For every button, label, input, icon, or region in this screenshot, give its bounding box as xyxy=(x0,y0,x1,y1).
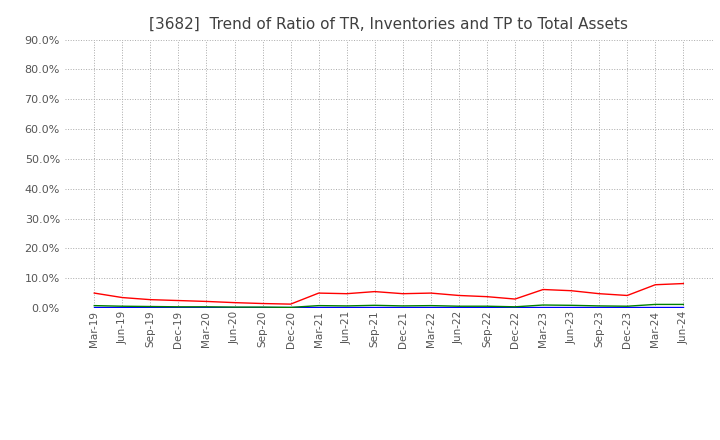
Trade Receivables xyxy=(651,282,660,287)
Trade Payables xyxy=(118,304,127,309)
Trade Payables xyxy=(371,303,379,308)
Inventories xyxy=(371,305,379,310)
Inventories xyxy=(482,305,491,310)
Inventories xyxy=(454,305,463,310)
Trade Payables xyxy=(482,304,491,309)
Inventories xyxy=(567,305,575,310)
Inventories xyxy=(258,305,267,310)
Trade Payables xyxy=(202,304,211,309)
Trade Payables xyxy=(539,302,547,308)
Trade Payables xyxy=(510,304,519,309)
Title: [3682]  Trend of Ratio of TR, Inventories and TP to Total Assets: [3682] Trend of Ratio of TR, Inventories… xyxy=(149,16,629,32)
Line: Trade Payables: Trade Payables xyxy=(94,304,683,308)
Inventories xyxy=(118,305,127,310)
Trade Receivables xyxy=(679,281,688,286)
Inventories xyxy=(539,305,547,310)
Trade Receivables xyxy=(510,297,519,302)
Inventories xyxy=(287,305,295,310)
Inventories xyxy=(343,305,351,310)
Trade Payables xyxy=(315,303,323,308)
Inventories xyxy=(230,305,239,310)
Trade Receivables xyxy=(539,287,547,292)
Trade Receivables xyxy=(398,291,407,296)
Trade Receivables xyxy=(90,290,99,296)
Trade Receivables xyxy=(174,298,183,303)
Trade Payables xyxy=(679,302,688,307)
Trade Receivables xyxy=(287,301,295,307)
Trade Payables xyxy=(651,302,660,307)
Trade Payables xyxy=(454,304,463,309)
Trade Payables xyxy=(595,303,603,308)
Trade Payables xyxy=(258,304,267,310)
Trade Receivables xyxy=(118,295,127,300)
Trade Payables xyxy=(146,304,155,309)
Inventories xyxy=(651,305,660,310)
Trade Receivables xyxy=(454,293,463,298)
Line: Trade Receivables: Trade Receivables xyxy=(94,283,683,304)
Trade Payables xyxy=(230,304,239,310)
Trade Receivables xyxy=(482,294,491,299)
Trade Receivables xyxy=(623,293,631,298)
Inventories xyxy=(510,305,519,310)
Trade Payables xyxy=(567,303,575,308)
Trade Receivables xyxy=(315,290,323,296)
Inventories xyxy=(146,305,155,310)
Trade Payables xyxy=(623,304,631,309)
Trade Receivables xyxy=(146,297,155,302)
Inventories xyxy=(679,305,688,310)
Trade Receivables xyxy=(230,300,239,305)
Trade Receivables xyxy=(567,288,575,293)
Inventories xyxy=(202,305,211,310)
Trade Receivables xyxy=(595,291,603,296)
Inventories xyxy=(623,305,631,310)
Trade Receivables xyxy=(202,299,211,304)
Trade Receivables xyxy=(426,290,435,296)
Trade Receivables xyxy=(343,291,351,296)
Trade Payables xyxy=(90,303,99,308)
Trade Payables xyxy=(343,303,351,308)
Inventories xyxy=(426,305,435,310)
Trade Payables xyxy=(287,305,295,310)
Trade Payables xyxy=(398,303,407,308)
Trade Receivables xyxy=(371,289,379,294)
Inventories xyxy=(595,305,603,310)
Inventories xyxy=(315,305,323,310)
Inventories xyxy=(398,305,407,310)
Inventories xyxy=(174,305,183,310)
Inventories xyxy=(90,305,99,310)
Trade Receivables xyxy=(258,301,267,306)
Trade Payables xyxy=(426,303,435,308)
Trade Payables xyxy=(174,304,183,309)
